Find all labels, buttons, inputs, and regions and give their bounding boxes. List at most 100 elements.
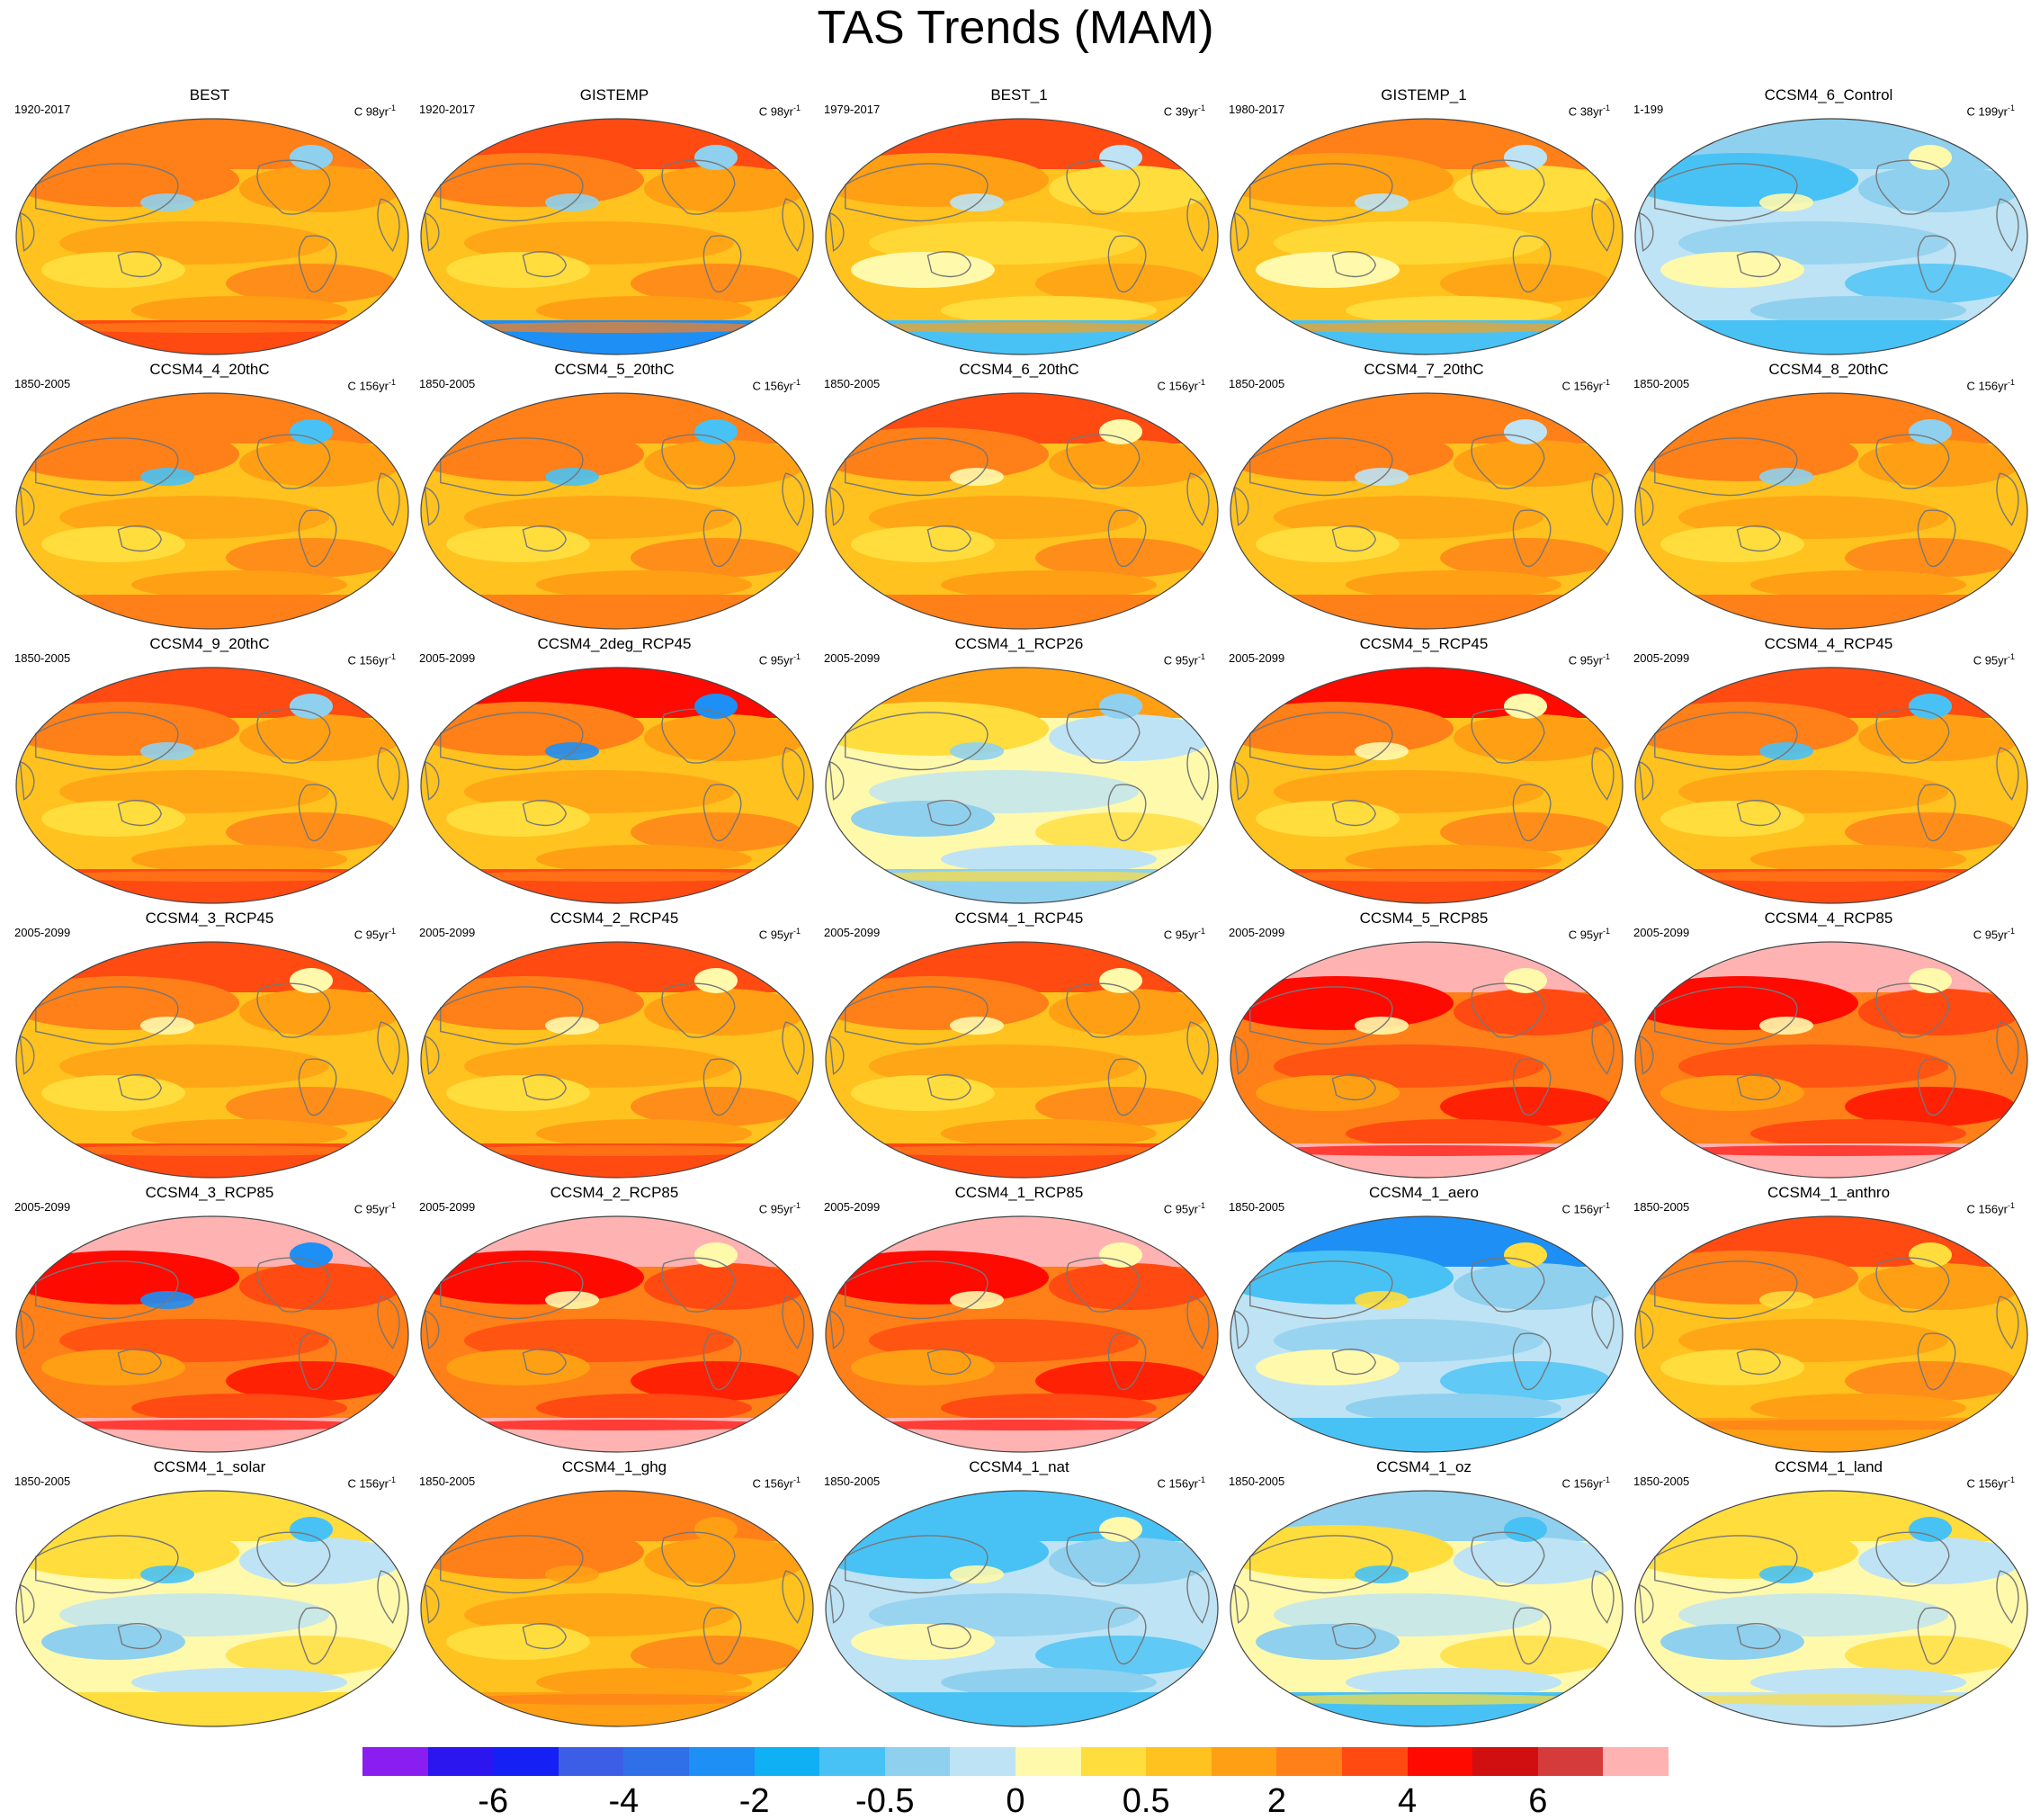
panel-title: CCSM4_4_RCP85 (1764, 910, 1893, 927)
panel-period: 2005-2099 (1229, 651, 1285, 665)
panel-period: 1920-2017 (419, 103, 476, 116)
map-plot (15, 1490, 409, 1727)
colorbar (362, 1747, 1669, 1778)
panel-period: 2005-2099 (1229, 926, 1285, 939)
map-plot (1230, 941, 1624, 1179)
panel-units: C 199yr-1 (1966, 103, 2015, 119)
panel-title: CCSM4_1_nat (969, 1458, 1069, 1475)
panel-period: 1850-2005 (824, 1475, 881, 1488)
map-plot (15, 392, 409, 630)
map-plot (825, 941, 1219, 1179)
panel-period: 1920-2017 (14, 103, 71, 116)
panel-period: 1979-2017 (824, 103, 881, 116)
panel-title: CCSM4_6_20thC (959, 361, 1079, 378)
colorbar-swatch (1472, 1747, 1539, 1776)
panel-title: CCSM4_1_oz (1376, 1458, 1472, 1475)
panel-title: CCSM4_2deg_RCP45 (537, 635, 692, 652)
map-plot (420, 941, 814, 1179)
panel-units: C 95yr-1 (1568, 652, 1610, 668)
colorbar-label: 0.5 (1122, 1782, 1170, 1820)
map-plot (1230, 1215, 1624, 1453)
panel-title: BEST_1 (990, 86, 1048, 103)
map-panel: CCSM4_4_RCP85 2005-2099 C 95yr-1 (1626, 910, 2031, 1181)
map-panel: CCSM4_1_RCP45 2005-2099 C 95yr-1 (817, 910, 1221, 1181)
panel-period: 1850-2005 (14, 651, 71, 665)
panel-title: CCSM4_2_RCP45 (550, 910, 679, 927)
panel-period: 1850-2005 (1229, 377, 1285, 390)
map-panel: CCSM4_8_20thC 1850-2005 C 156yr-1 (1626, 361, 2031, 632)
panel-period: 1850-2005 (419, 377, 476, 390)
map-plot (15, 667, 409, 904)
map-panel: CCSM4_1_oz 1850-2005 C 156yr-1 (1221, 1458, 1626, 1730)
panel-units: C 156yr-1 (1561, 1201, 1610, 1216)
panel-units: C 95yr-1 (353, 1201, 396, 1216)
colorbar-swatch (689, 1747, 756, 1776)
colorbar-label: -0.5 (855, 1782, 915, 1820)
colorbar-label: 4 (1398, 1782, 1418, 1820)
map-plot (15, 941, 409, 1179)
panel-units: C 95yr-1 (1163, 1201, 1205, 1216)
panel-period: 2005-2099 (419, 926, 476, 939)
colorbar-swatch (623, 1747, 690, 1776)
panel-units: C 39yr-1 (1163, 103, 1205, 119)
map-plot (15, 118, 409, 355)
panel-units: C 98yr-1 (758, 103, 801, 119)
colorbar-swatch (884, 1747, 952, 1776)
map-plot (420, 118, 814, 355)
map-panel: BEST_1 1979-2017 C 39yr-1 (817, 86, 1221, 358)
colorbar-swatch (1211, 1747, 1278, 1776)
map-plot (420, 667, 814, 904)
panel-period: 2005-2099 (419, 651, 476, 665)
colorbar-swatch (1080, 1747, 1148, 1776)
map-plot (1634, 1215, 2028, 1453)
panel-units: C 95yr-1 (758, 927, 801, 942)
panel-units: C 98yr-1 (353, 103, 396, 119)
map-plot (1230, 118, 1624, 355)
panel-period: 1-199 (1633, 103, 1664, 116)
panel-period: 1980-2017 (1229, 103, 1285, 116)
panel-title: CCSM4_4_RCP45 (1764, 635, 1893, 652)
panel-units: C 95yr-1 (1973, 927, 2015, 942)
map-plot (420, 1490, 814, 1727)
colorbar-swatch (1276, 1747, 1343, 1776)
map-plot (1634, 392, 2028, 630)
colorbar-swatch (1016, 1747, 1082, 1776)
map-plot (1634, 118, 2028, 355)
panel-period: 1850-2005 (1229, 1475, 1285, 1488)
panel-title: CCSM4_1_RCP85 (954, 1184, 1084, 1201)
panel-title: CCSM4_5_20thC (554, 361, 675, 378)
panel-title: CCSM4_1_land (1774, 1458, 1883, 1475)
colorbar-swatch (1603, 1747, 1669, 1776)
map-plot (420, 1215, 814, 1453)
panel-units: C 95yr-1 (1163, 927, 1205, 942)
map-panel: CCSM4_3_RCP85 2005-2099 C 95yr-1 (7, 1184, 412, 1456)
colorbar-swatch (754, 1747, 821, 1776)
map-panel: CCSM4_5_RCP45 2005-2099 C 95yr-1 (1221, 635, 1626, 907)
map-panel: CCSM4_1_nat 1850-2005 C 156yr-1 (817, 1458, 1221, 1730)
colorbar-label: 2 (1266, 1782, 1286, 1820)
panel-title: CCSM4_1_RCP45 (954, 910, 1084, 927)
panel-period: 2005-2099 (419, 1200, 476, 1214)
map-panel: CCSM4_2deg_RCP45 2005-2099 C 95yr-1 (412, 635, 817, 907)
map-plot (1230, 392, 1624, 630)
panel-units: C 156yr-1 (752, 378, 801, 393)
panel-title: CCSM4_3_RCP45 (145, 910, 274, 927)
colorbar-swatch (427, 1747, 495, 1776)
panel-title: CCSM4_1_anthro (1767, 1184, 1891, 1201)
map-panel: CCSM4_5_20thC 1850-2005 C 156yr-1 (412, 361, 817, 632)
map-panel: CCSM4_2_RCP85 2005-2099 C 95yr-1 (412, 1184, 817, 1456)
panel-units: C 156yr-1 (347, 652, 396, 668)
map-panel: GISTEMP 1920-2017 C 98yr-1 (412, 86, 817, 358)
panel-units: C 156yr-1 (347, 378, 396, 393)
panel-period: 1850-2005 (14, 1475, 71, 1488)
panel-period: 1850-2005 (824, 377, 881, 390)
map-plot (1634, 667, 2028, 904)
map-panel: CCSM4_1_ghg 1850-2005 C 156yr-1 (412, 1458, 817, 1730)
map-panel: CCSM4_6_Control 1-199 C 199yr-1 (1626, 86, 2031, 358)
main-title: TAS Trends (MAM) (817, 2, 1214, 54)
panel-period: 2005-2099 (1633, 926, 1690, 939)
map-panel: CCSM4_2_RCP45 2005-2099 C 95yr-1 (412, 910, 817, 1181)
panel-units: C 156yr-1 (1966, 1475, 2015, 1491)
panel-period: 1850-2005 (1633, 1200, 1690, 1214)
map-panel: CCSM4_4_20thC 1850-2005 C 156yr-1 (7, 361, 412, 632)
